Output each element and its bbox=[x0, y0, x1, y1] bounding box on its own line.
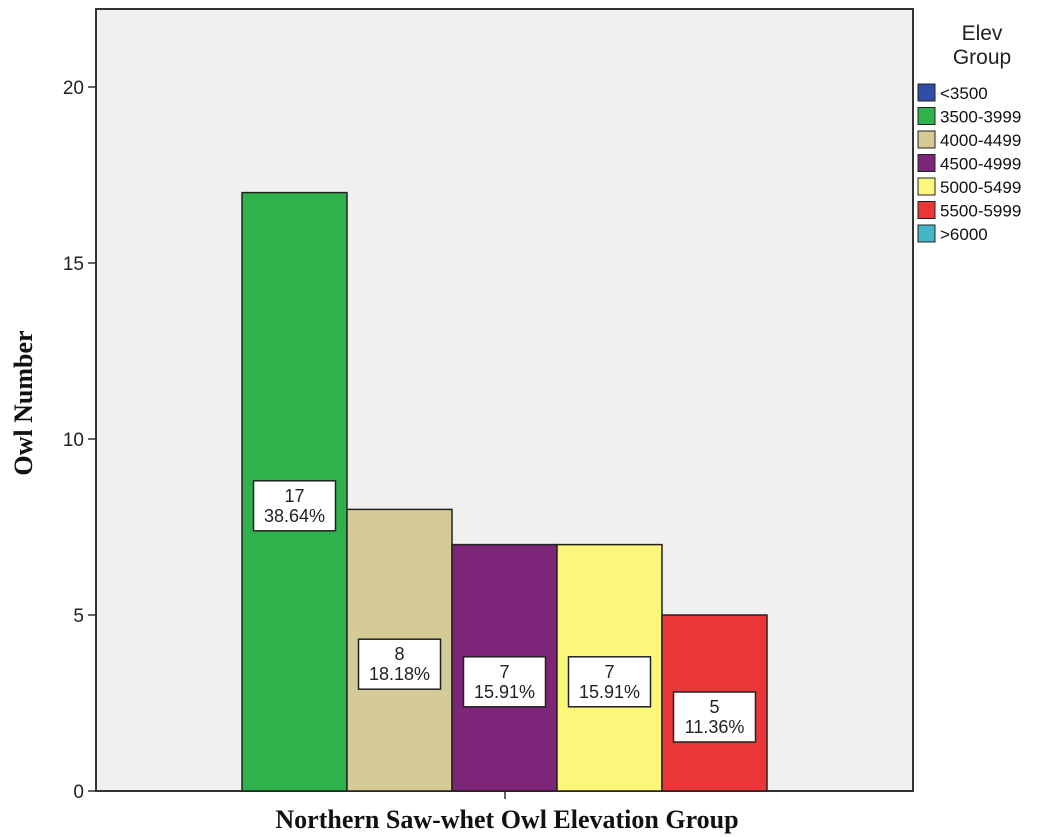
legend-item: 5000-5499 bbox=[917, 177, 1021, 197]
legend-item: 4500-4999 bbox=[917, 154, 1021, 174]
y-tick-label: 10 bbox=[63, 430, 84, 451]
data-label-count: 8 bbox=[394, 644, 404, 664]
y-tick-label: 0 bbox=[73, 782, 84, 803]
bar-data-label: 715.91% bbox=[462, 656, 547, 708]
legend-label: 4500-4999 bbox=[940, 155, 1021, 174]
legend-title-line-2: Group bbox=[953, 46, 1011, 69]
legend-swatch bbox=[917, 201, 936, 219]
legend-swatch bbox=[917, 224, 936, 243]
data-label-box bbox=[462, 656, 547, 708]
legend-item: >6000 bbox=[917, 224, 988, 244]
legend-swatch bbox=[917, 130, 936, 149]
legend-label: <3500 bbox=[940, 84, 988, 103]
legend-item: <3500 bbox=[917, 83, 988, 103]
bar-data-label: 818.18% bbox=[357, 638, 442, 690]
y-axis-title: Owl Number bbox=[9, 330, 38, 475]
legend-label: >6000 bbox=[940, 225, 988, 244]
data-label-percent: 15.91% bbox=[474, 682, 535, 702]
bar-data-label: 715.91% bbox=[567, 656, 652, 708]
data-label-percent: 15.91% bbox=[579, 682, 640, 702]
legend-swatch bbox=[917, 154, 936, 172]
x-axis-title: Northern Saw-whet Owl Elevation Group bbox=[275, 805, 738, 834]
data-label-count: 7 bbox=[604, 662, 614, 682]
legend-item: 5500-5999 bbox=[917, 201, 1021, 221]
data-label-count: 5 bbox=[709, 697, 719, 717]
data-label-count: 17 bbox=[284, 486, 304, 506]
data-label-percent: 38.64% bbox=[264, 506, 325, 526]
legend-label: 4000-4499 bbox=[940, 131, 1021, 150]
y-tick-label: 20 bbox=[63, 78, 84, 99]
data-label-box bbox=[357, 638, 442, 690]
bar-data-label: 511.36% bbox=[672, 691, 757, 743]
legend-item: 4000-4499 bbox=[917, 130, 1021, 150]
legend-swatch bbox=[917, 177, 936, 196]
y-axis: 0 5 10 15 20 bbox=[63, 78, 506, 803]
legend: Elev Group <3500 3500-3999 4000-4499 4500-4… bbox=[917, 22, 1021, 244]
legend-swatch bbox=[917, 107, 936, 125]
legend-title-line-1: Elev bbox=[962, 22, 1003, 45]
data-label-percent: 18.18% bbox=[369, 664, 430, 684]
legend-item: 3500-3999 bbox=[917, 107, 1021, 127]
legend-label: 5000-5499 bbox=[940, 178, 1021, 197]
data-label-box bbox=[567, 656, 652, 708]
legend-swatch bbox=[917, 83, 936, 102]
y-tick-label: 5 bbox=[73, 606, 84, 627]
data-label-percent: 11.36% bbox=[685, 717, 745, 737]
y-tick-label: 15 bbox=[63, 254, 84, 275]
data-label-box bbox=[252, 480, 337, 532]
data-label-count: 7 bbox=[499, 662, 509, 682]
data-label-box bbox=[672, 691, 757, 743]
legend-label: 5500-5999 bbox=[940, 202, 1021, 221]
legend-label: 3500-3999 bbox=[940, 108, 1021, 127]
legend-items: <3500 3500-3999 4000-4499 4500-4999 5000-549… bbox=[917, 83, 1021, 244]
